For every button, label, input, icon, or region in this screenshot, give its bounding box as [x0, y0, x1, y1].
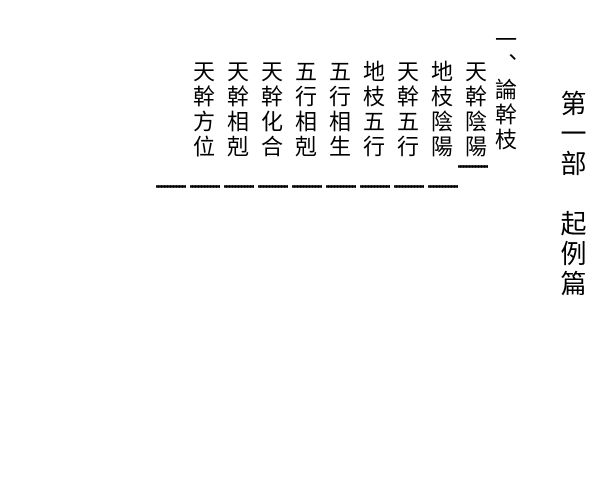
leader-dots [326, 180, 356, 192]
toc-entry-text: 天幹五行 [394, 60, 419, 160]
toc-entry-text: 天幹化合 [258, 60, 283, 160]
leader-dots [360, 180, 390, 192]
toc-entry-text: 地枝五行 [360, 60, 385, 160]
toc-entry-text: 地枝陰陽 [428, 60, 453, 160]
leader-dots [224, 180, 254, 192]
part-heading: 第一部 起例篇 [560, 0, 590, 300]
toc-entry: 地枝五行 [358, 0, 388, 160]
toc-entry: 天幹相剋 [222, 0, 252, 160]
part-heading-text: 第一部 起例篇 [557, 90, 586, 300]
page-root: 第一部 起例篇 一、論幹枝天幹陰陽地枝陰陽天幹五行地枝五行五行相生五行相剋天幹化合… [0, 0, 600, 500]
toc-entry-text: 天幹方位 [190, 60, 215, 160]
toc-entry: 天幹陰陽 [460, 0, 490, 160]
leader-dots [394, 180, 424, 192]
toc-entry: 五行相剋 [290, 0, 320, 160]
leader-dots [258, 180, 288, 192]
leader-dots [190, 180, 220, 192]
toc-entry-text: 五行相生 [326, 60, 351, 160]
toc-entry: 五行相生 [324, 0, 354, 160]
leader-dots [458, 160, 488, 172]
leader-dots [156, 180, 186, 192]
toc-entry: 天幹化合 [256, 0, 286, 160]
section-title-text: 一、論幹枝 [492, 28, 517, 153]
leader-dots [428, 180, 458, 192]
toc-entry-text: 天幹陰陽 [462, 60, 487, 160]
toc-entry: 天幹方位 [188, 0, 218, 160]
toc-entry-text: 天幹相剋 [224, 60, 249, 160]
leader-dots [292, 180, 322, 192]
section-title: 一、論幹枝 [490, 0, 520, 153]
toc-entry: 地枝陰陽 [426, 0, 456, 160]
toc-entry-text: 五行相剋 [292, 60, 317, 160]
toc-entry: 天幹五行 [392, 0, 422, 160]
